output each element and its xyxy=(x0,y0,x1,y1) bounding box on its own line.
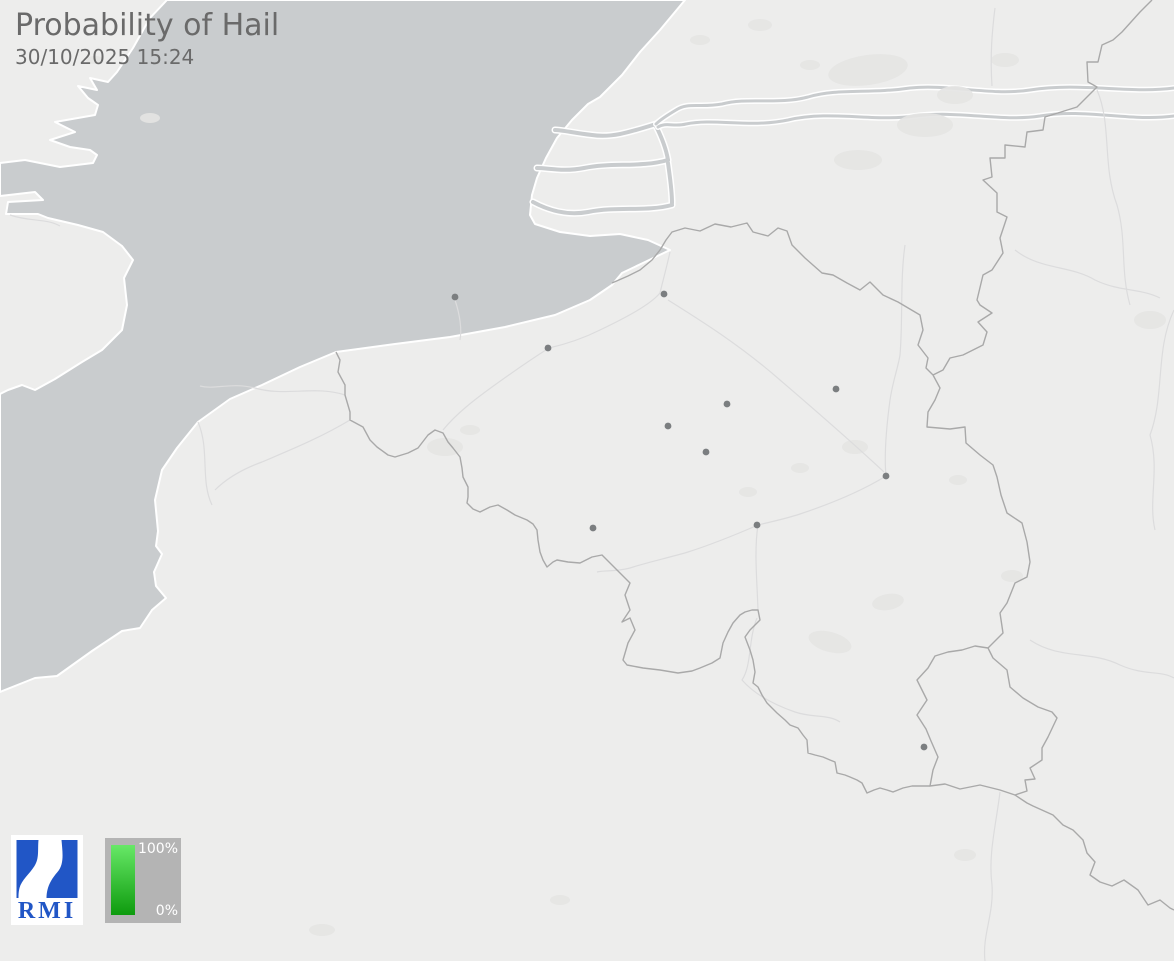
city-dot xyxy=(832,385,840,393)
border-be-nl xyxy=(611,222,934,376)
city-markers xyxy=(451,290,928,751)
timestamp: 30/10/2025 15:24 xyxy=(15,45,195,69)
city-dot xyxy=(451,293,459,301)
city-dot xyxy=(753,521,761,529)
city-dot xyxy=(544,344,552,352)
border-luxembourg xyxy=(916,645,1058,796)
legend-min-label: 0% xyxy=(155,903,178,919)
legend-gradient-bar xyxy=(111,845,135,915)
city-dot xyxy=(664,422,672,430)
rmi-logo-emblem xyxy=(16,840,78,898)
city-dot xyxy=(702,448,710,456)
delta-channels xyxy=(529,120,676,217)
city-dot xyxy=(882,472,890,480)
city-dot xyxy=(589,524,597,532)
rmi-logo-text: RMI xyxy=(17,898,77,924)
rivers xyxy=(653,84,1174,130)
probability-legend: 100% 0% xyxy=(105,838,181,923)
legend-max-label: 100% xyxy=(137,841,178,857)
rmi-logo: RMI xyxy=(11,835,83,925)
header: Probability of Hail 30/10/2025 15:24 xyxy=(15,8,279,69)
city-dot xyxy=(660,290,668,298)
landuse-patches xyxy=(86,19,1166,936)
city-dot xyxy=(920,743,928,751)
sea-area xyxy=(0,0,686,693)
country-borders xyxy=(335,0,1174,911)
city-dot xyxy=(723,400,731,408)
page-title: Probability of Hail xyxy=(15,8,280,43)
border-be-de xyxy=(926,374,1031,649)
border-fr-be xyxy=(335,351,930,794)
border-fr-de xyxy=(1014,794,1174,911)
border-nl-de xyxy=(932,0,1153,376)
